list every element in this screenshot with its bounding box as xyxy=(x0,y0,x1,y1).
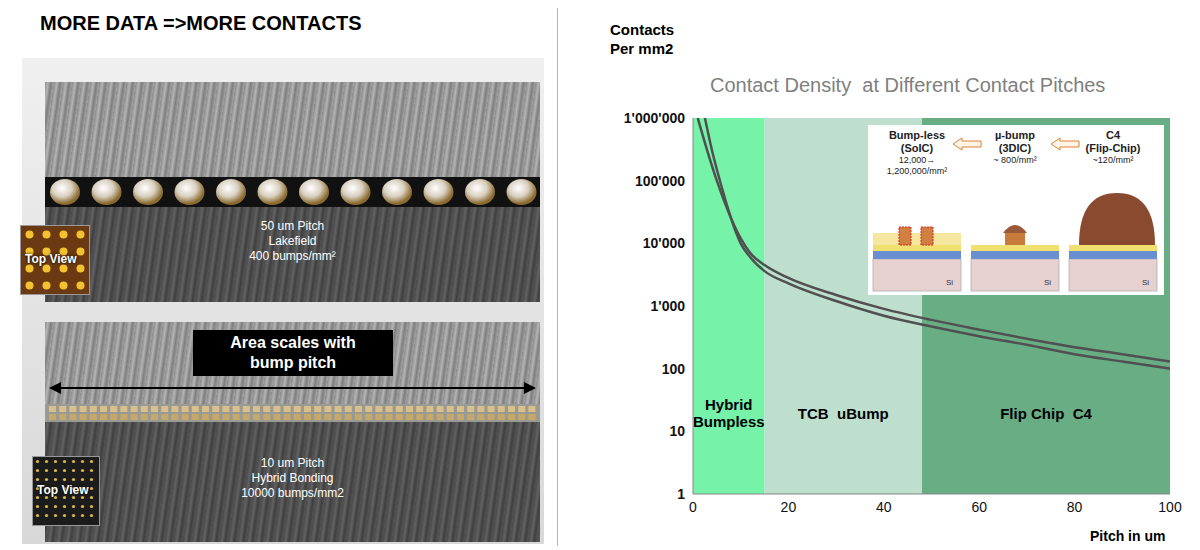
svg-text:Si: Si xyxy=(1142,278,1149,287)
svg-text:1'000: 1'000 xyxy=(651,298,686,314)
svg-text:100'000: 100'000 xyxy=(635,173,685,189)
html-text:~ 800/mm²: ~ 800/mm² xyxy=(993,155,1037,165)
html-text:Hybrid Bonding: Hybrid Bonding xyxy=(251,471,334,485)
html-text:50 um Pitch: 50 um Pitch xyxy=(260,219,325,233)
html-text:(3DIC): (3DIC) xyxy=(998,142,1032,154)
html-text:MORE DATA =>MORE CONTACTS: MORE DATA =>MORE CONTACTS xyxy=(40,12,362,34)
html-text:Pitch in um: Pitch in um xyxy=(1090,528,1166,544)
html-text:Contact Density at Different C: Contact Density at Different Contact Pit… xyxy=(710,74,1106,96)
html-text:bump pitch: bump pitch xyxy=(249,354,337,371)
svg-text:100: 100 xyxy=(662,361,686,377)
svg-text:40: 40 xyxy=(876,499,892,515)
svg-text:Si: Si xyxy=(1044,278,1051,287)
svg-text:Flip Chip C4: Flip Chip C4 xyxy=(1000,405,1092,422)
html-text:12,000→: 12,000→ xyxy=(898,155,936,165)
html-text:µ-bump: µ-bump xyxy=(995,129,1035,141)
svg-text:20: 20 xyxy=(781,499,797,515)
svg-text:0: 0 xyxy=(689,499,697,515)
html-text:~120/mm²: ~120/mm² xyxy=(1092,155,1134,165)
html-text:1,200,000/mm²: 1,200,000/mm² xyxy=(886,166,948,176)
html-text:(Flip-Chip): (Flip-Chip) xyxy=(1085,142,1141,154)
html-text:Top View: Top View xyxy=(37,483,89,497)
svg-text:100: 100 xyxy=(1158,499,1182,515)
html-text:(SoIC): (SoIC) xyxy=(900,142,934,154)
html-text:10000 bumps/mm2: 10000 bumps/mm2 xyxy=(241,486,344,500)
html-text:10 um Pitch: 10 um Pitch xyxy=(260,456,325,470)
svg-text:60: 60 xyxy=(971,499,987,515)
html-text:Bump-less: Bump-less xyxy=(888,129,946,141)
html-text:Area scales with: Area scales with xyxy=(230,334,356,351)
html-text:Contacts Per mm2: Contacts Per mm2 xyxy=(610,21,675,57)
html-text:C4: C4 xyxy=(1106,129,1120,141)
svg-text:1: 1 xyxy=(677,486,685,502)
svg-text:TCB uBump: TCB uBump xyxy=(798,405,889,422)
svg-text:1'000'000: 1'000'000 xyxy=(624,110,685,126)
svg-text:10: 10 xyxy=(669,423,685,439)
svg-text:HybridBumpless: HybridBumpless xyxy=(693,396,765,430)
html-text:Lakefield: Lakefield xyxy=(268,234,317,248)
svg-text:Si: Si xyxy=(946,278,953,287)
html-text:400 bumps/mm²: 400 bumps/mm² xyxy=(249,249,336,263)
svg-text:10'000: 10'000 xyxy=(643,235,685,251)
html-text:Top View: Top View xyxy=(25,252,77,266)
svg-text:80: 80 xyxy=(1067,499,1083,515)
